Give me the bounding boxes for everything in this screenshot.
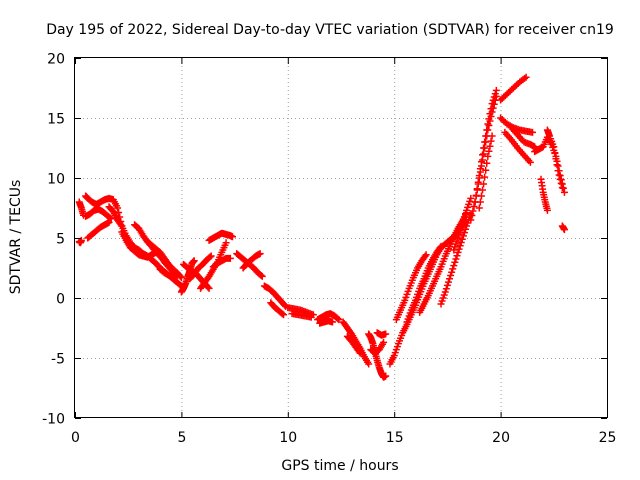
data-point-markers [343, 332, 364, 357]
series-arc45 [543, 126, 566, 192]
series-arc10 [156, 265, 185, 290]
data-point-markers [314, 310, 343, 324]
data-point-markers [403, 242, 445, 326]
x-tick-label: 20 [492, 430, 510, 446]
grid [75, 58, 607, 418]
data-point-markers [105, 203, 177, 282]
series-arc5 [84, 218, 113, 242]
y-axis-label: SDTVAR / TECUs [8, 180, 24, 295]
x-tick-label: 0 [71, 430, 80, 446]
series-arc6 [105, 203, 177, 282]
series-arc41 [501, 128, 534, 166]
series-arc38 [475, 132, 496, 212]
data-point-markers [437, 210, 475, 308]
y-tick-label: 10 [47, 172, 65, 188]
chart-title: Day 195 of 2022, Sidereal Day-to-day VTE… [46, 22, 614, 38]
x-axis-label: GPS time / hours [281, 458, 398, 474]
series-arc27 [365, 330, 390, 381]
data-point-markers [267, 299, 288, 319]
series-arc13 [186, 252, 215, 283]
series-arc19 [260, 282, 290, 310]
data-point-markers [239, 250, 264, 272]
data-point-markers [75, 236, 85, 247]
series-arc16 [205, 229, 236, 244]
series-arc4 [82, 205, 115, 223]
y-tick-label: 5 [56, 232, 65, 248]
series-arc20 [267, 299, 288, 319]
data-point-markers [186, 252, 215, 283]
series-arc24 [316, 317, 336, 327]
data-point-markers [82, 192, 126, 230]
series-arc3 [82, 192, 126, 230]
data-point-markers [156, 265, 185, 290]
x-tick-label: 25 [599, 430, 617, 446]
series-arc22 [288, 310, 315, 321]
data-point-markers [367, 338, 388, 357]
series-arc37 [471, 86, 500, 206]
data-point-markers [507, 124, 539, 151]
series-arc39 [497, 73, 530, 104]
series-arc23 [314, 310, 343, 324]
data-point-markers [373, 329, 390, 339]
data-point-markers [84, 218, 113, 242]
data-point-markers [143, 238, 181, 280]
data-point-markers [501, 128, 534, 166]
series-arc26 [343, 332, 364, 357]
axis-ticks: 0 5 10 15 20 25 -10 -5 0 5 10 15 20 [42, 52, 616, 447]
series-arc32 [403, 242, 445, 326]
series-arc28 [367, 338, 388, 357]
data-point-markers [471, 86, 500, 206]
x-tick-label: 10 [279, 430, 297, 446]
series-arc42 [507, 124, 539, 151]
plot-frame [74, 57, 608, 418]
series-arc46 [558, 222, 568, 234]
series-arc18 [239, 250, 264, 272]
y-tick-label: 0 [56, 292, 65, 308]
series-arc15 [209, 254, 234, 271]
y-tick-label: -5 [51, 352, 65, 368]
series-arc44 [537, 175, 551, 214]
data-point-markers [82, 205, 115, 223]
data-point-markers [450, 194, 475, 254]
series-arc9 [143, 238, 181, 280]
series-arc34 [437, 210, 475, 308]
data-point-markers [392, 251, 430, 324]
series-arc31 [392, 251, 430, 324]
data-point-markers [558, 222, 568, 234]
y-tick-label: 15 [47, 112, 65, 128]
data-point-markers [467, 92, 500, 224]
data-point-markers [537, 175, 551, 214]
y-tick-label: 20 [47, 52, 65, 68]
x-tick-label: 15 [386, 430, 404, 446]
data-point-markers [260, 282, 290, 310]
series-arc1 [75, 236, 85, 247]
series-arc29 [373, 329, 390, 339]
data-point-markers [497, 73, 530, 104]
data-point-markers [205, 229, 236, 244]
data-point-markers [543, 126, 566, 192]
series-arc35 [450, 194, 475, 254]
x-tick-label: 5 [177, 430, 186, 446]
data-point-markers [475, 132, 496, 212]
series-arc36 [467, 92, 500, 224]
data-point-markers [209, 254, 234, 271]
data-point-markers [365, 330, 390, 381]
data-point-markers [316, 317, 336, 327]
y-tick-label: -10 [42, 412, 65, 428]
data-point-markers [288, 310, 315, 321]
data-points [75, 73, 568, 381]
